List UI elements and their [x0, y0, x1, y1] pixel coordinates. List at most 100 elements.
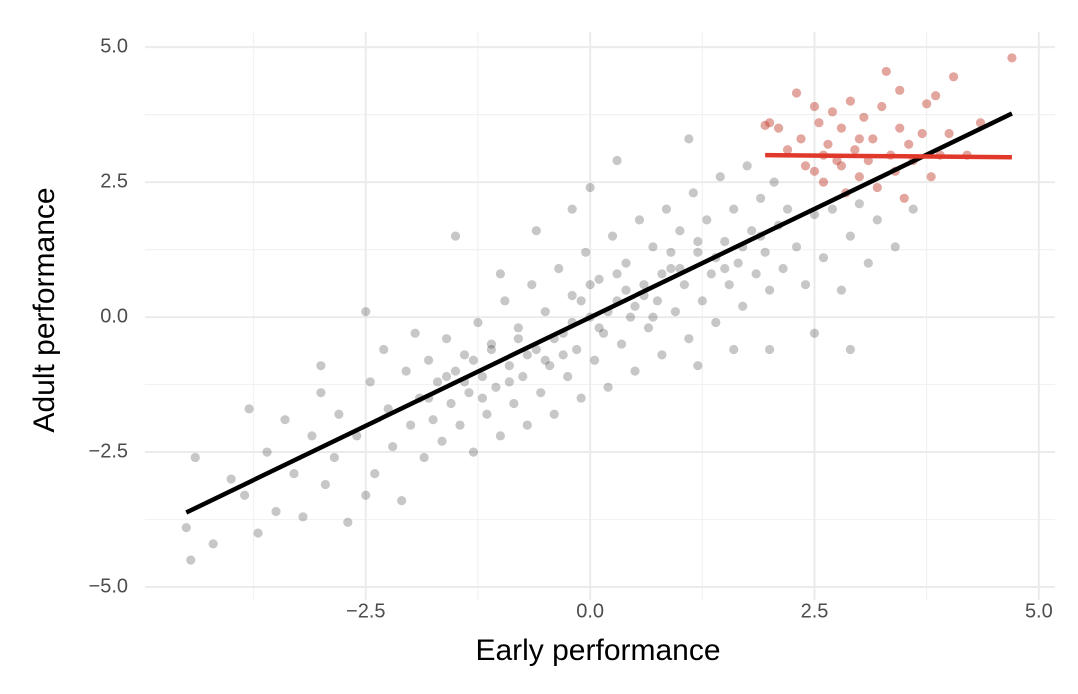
point	[760, 247, 770, 257]
point	[522, 420, 532, 430]
point	[383, 404, 393, 414]
point	[536, 388, 546, 398]
point	[612, 269, 622, 279]
point	[441, 371, 452, 382]
point	[540, 307, 550, 317]
point	[836, 161, 847, 171]
point	[823, 139, 833, 149]
point	[226, 474, 236, 484]
point	[370, 469, 380, 479]
point	[450, 231, 461, 241]
point	[832, 155, 842, 166]
point	[473, 317, 483, 328]
point	[446, 398, 456, 409]
point	[621, 258, 631, 268]
point	[468, 447, 479, 457]
point	[468, 355, 479, 365]
point	[872, 182, 882, 193]
point	[975, 118, 986, 128]
point	[504, 377, 514, 387]
point	[733, 258, 743, 268]
point	[271, 506, 281, 517]
point	[513, 323, 523, 333]
point	[585, 182, 595, 193]
point	[693, 236, 703, 247]
point	[751, 269, 761, 279]
point	[576, 393, 586, 403]
point	[643, 323, 654, 333]
point	[782, 204, 793, 214]
point	[890, 242, 900, 252]
point	[845, 96, 855, 106]
point	[702, 215, 712, 225]
point	[863, 258, 873, 268]
point	[800, 161, 811, 171]
point	[581, 247, 591, 257]
y-axis-title: Adult performance	[28, 187, 61, 432]
points	[181, 53, 1017, 565]
point	[765, 344, 775, 355]
point	[661, 204, 672, 214]
point	[531, 344, 541, 355]
point	[563, 371, 573, 382]
point	[491, 382, 501, 392]
point	[760, 120, 770, 131]
point	[616, 339, 627, 349]
point	[670, 307, 680, 317]
point	[765, 285, 775, 295]
y-tick-label: 2.5	[100, 170, 128, 192]
point	[836, 285, 847, 295]
point	[796, 134, 806, 144]
point	[495, 431, 505, 441]
point	[899, 193, 909, 203]
fit-lines	[185, 111, 1013, 515]
point	[720, 236, 730, 247]
point	[181, 523, 191, 533]
y-tick-label: 5.0	[100, 35, 128, 57]
y-tick-label: −5.0	[89, 575, 128, 597]
point	[307, 431, 317, 441]
point	[666, 263, 676, 274]
point	[190, 452, 200, 463]
point	[477, 371, 488, 382]
point	[738, 301, 748, 311]
point	[240, 490, 250, 500]
point	[809, 101, 820, 112]
point	[545, 361, 555, 371]
point	[895, 85, 905, 95]
point	[809, 328, 820, 338]
point	[684, 334, 694, 344]
point	[791, 88, 802, 98]
x-tick-label: −2.5	[346, 600, 385, 622]
point	[594, 274, 604, 284]
y-tick-label: 0.0	[100, 305, 128, 327]
point	[244, 404, 254, 414]
point	[361, 307, 371, 317]
point	[603, 382, 613, 392]
point	[666, 247, 676, 257]
point	[388, 442, 398, 452]
x-tick-label: 0.0	[576, 600, 604, 622]
point	[585, 280, 595, 290]
point	[625, 312, 636, 322]
grid	[145, 32, 1055, 600]
point	[186, 555, 196, 565]
point	[948, 72, 959, 82]
point	[877, 101, 887, 112]
point	[639, 280, 649, 290]
point	[437, 436, 447, 446]
point	[365, 377, 375, 387]
point	[922, 99, 932, 109]
point	[944, 128, 954, 139]
point	[931, 91, 941, 101]
point	[612, 155, 622, 166]
point	[1007, 53, 1017, 63]
point	[477, 393, 488, 403]
point	[410, 328, 420, 338]
point	[634, 215, 645, 225]
point	[298, 512, 308, 522]
point	[558, 350, 568, 360]
point	[778, 263, 788, 274]
point	[361, 490, 371, 500]
point	[549, 409, 559, 419]
